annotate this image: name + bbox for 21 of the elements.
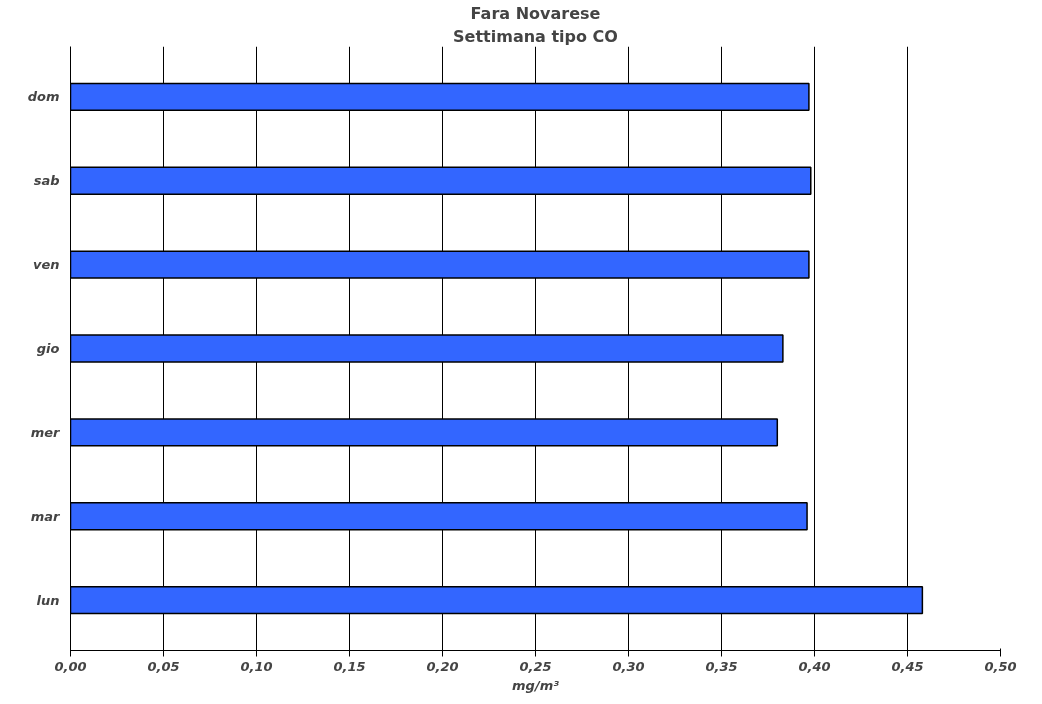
x-tick-label: 0,50 xyxy=(984,658,1017,674)
x-tick-label: 0,05 xyxy=(147,658,180,674)
x-tick-label: 0,15 xyxy=(333,658,366,674)
x-tick-label: 0,45 xyxy=(891,658,924,674)
x-tick-label: 0,30 xyxy=(612,658,645,674)
y-tick-label: mer xyxy=(30,424,62,440)
x-tick-label: 0,25 xyxy=(519,658,552,674)
chart-title: Fara Novarese xyxy=(470,3,601,23)
x-tick-label: 0,20 xyxy=(426,658,459,674)
x-tick-label: 0,35 xyxy=(705,658,738,674)
x-tick-label: 0,00 xyxy=(54,658,87,674)
y-tick-label: lun xyxy=(36,592,60,608)
y-tick-label: ven xyxy=(32,257,60,273)
x-axis-title: mg/m³ xyxy=(512,677,560,693)
y-tick-label: sab xyxy=(33,173,60,189)
x-tick-label: 0,10 xyxy=(240,658,273,674)
x-tick-label: 0,40 xyxy=(798,658,831,674)
y-tick-label: dom xyxy=(27,89,60,105)
chart-subtitle: Settimana tipo CO xyxy=(453,26,618,46)
y-tick-label: mar xyxy=(30,508,62,524)
y-tick-label: gio xyxy=(36,341,60,356)
